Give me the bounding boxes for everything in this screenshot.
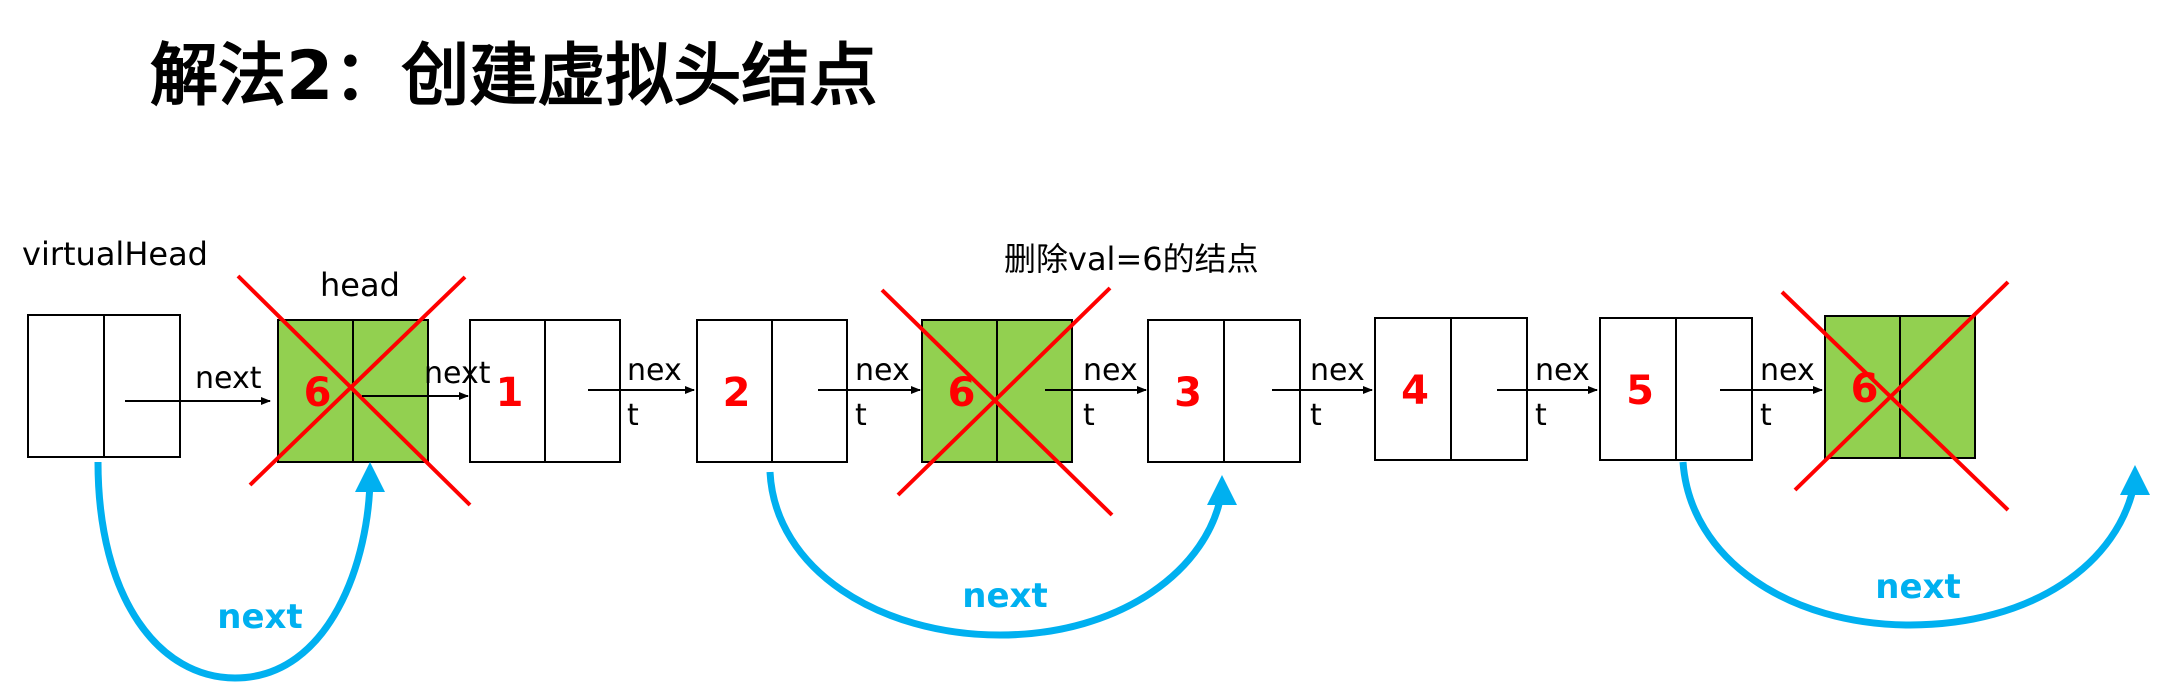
next-label-top: nex — [1535, 353, 1590, 388]
cross-stroke — [880, 288, 1114, 517]
cross-stroke — [236, 274, 472, 507]
delete-cross-icon — [236, 274, 472, 507]
bypass-arrow: next — [94, 461, 385, 682]
next-label-bottom: t — [855, 398, 867, 433]
node-value: 4 — [1401, 368, 1429, 414]
next-label-bottom: t — [627, 398, 639, 433]
next-label-bottom: t — [1535, 398, 1547, 433]
bypass-arrow: next — [766, 471, 1237, 639]
bypass-next-label: next — [217, 597, 302, 637]
bypass-arrow-curve — [1679, 461, 2139, 629]
node-value: 5 — [1626, 368, 1654, 414]
next-label: next — [195, 361, 262, 396]
bypass-arrow-curve — [94, 461, 374, 682]
next-label-top: nex — [1760, 353, 1815, 388]
head-label: head — [320, 266, 400, 304]
arrowhead-icon — [355, 462, 385, 492]
arrowhead-icon — [1207, 475, 1237, 505]
next-label-bottom: t — [1310, 398, 1322, 433]
bypass-arrow: next — [1679, 461, 2150, 629]
cross-stroke — [896, 286, 1112, 497]
cross-stroke — [248, 275, 467, 487]
next-label-bottom: t — [1760, 398, 1772, 433]
bypass-next-label: next — [1875, 567, 1960, 607]
bypass-arrow-curve — [766, 471, 1226, 639]
node-value: 1 — [496, 370, 524, 416]
next-label-top: nex — [855, 353, 910, 388]
next-label-bottom: t — [1083, 398, 1095, 433]
cross-stroke — [1780, 290, 2010, 512]
next-label-top: nex — [1083, 353, 1138, 388]
node-value: 2 — [723, 370, 751, 416]
next-label-top: nex — [627, 353, 682, 388]
next-label-top: nex — [1310, 353, 1365, 388]
virtual-head-label: virtualHead — [22, 235, 208, 273]
delete-caption: 删除val=6的结点 — [1004, 240, 1259, 278]
list-node: 3 — [1147, 319, 1301, 463]
list-node — [27, 314, 181, 458]
arrowhead-icon — [2120, 465, 2150, 495]
next-label: next — [424, 356, 491, 391]
bypass-next-label: next — [962, 576, 1047, 616]
page-title: 解法2：创建虚拟头结点 — [150, 37, 878, 116]
delete-cross-icon — [880, 286, 1114, 517]
node-value: 3 — [1174, 370, 1202, 416]
cross-stroke — [1793, 280, 2010, 492]
delete-cross-icon — [1780, 280, 2010, 512]
list-node: 1 — [469, 319, 621, 463]
